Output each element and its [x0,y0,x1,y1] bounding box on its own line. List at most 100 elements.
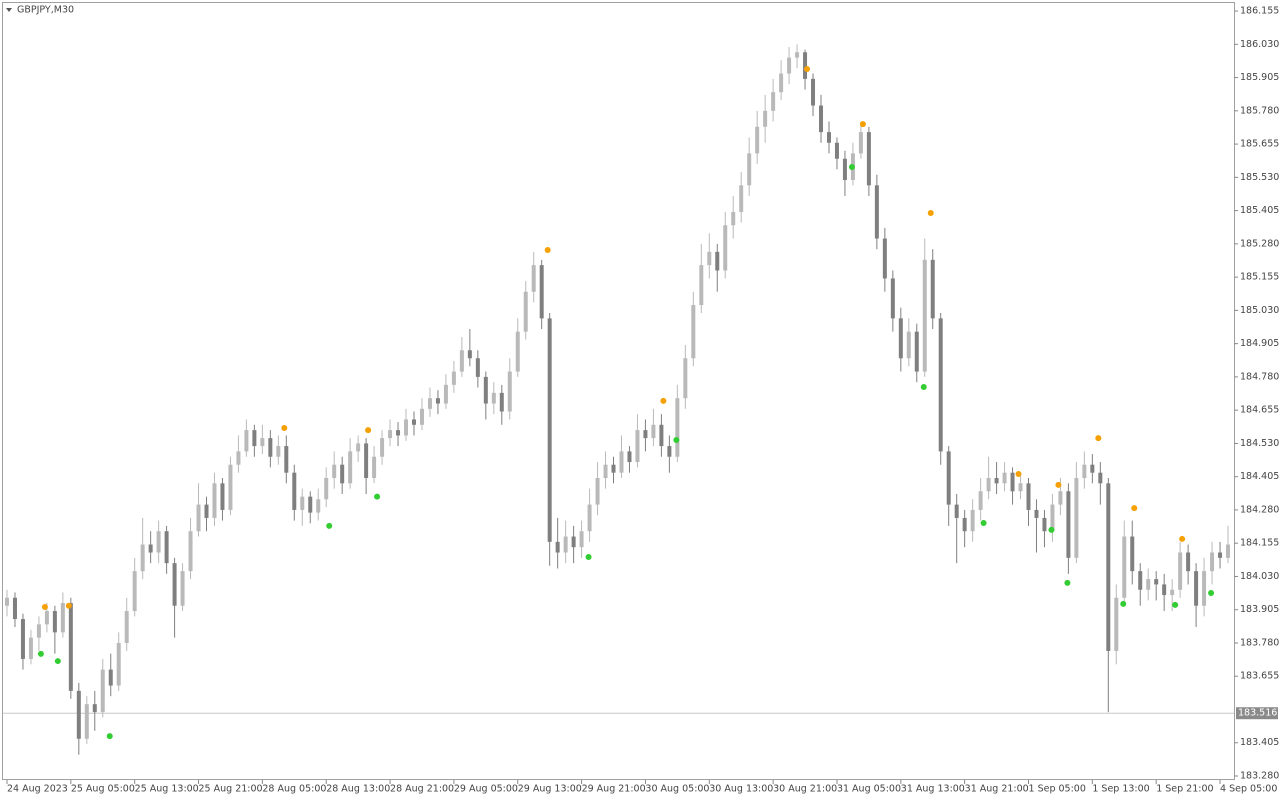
candle-body [188,531,193,572]
y-tick-label: 184.655 [1240,405,1279,416]
candle-body [1162,584,1167,596]
candle-body [380,438,385,457]
candle-body [515,331,520,372]
candle-body [1202,571,1207,606]
x-tick-label: 4 Sep 05:00 [1220,784,1277,795]
candle-body [938,318,943,452]
candle-body [707,251,712,266]
candle-body [324,478,329,500]
x-tick-label: 28 Aug 05:00 [262,784,326,795]
candle-body [819,105,824,133]
signal-dot [585,554,592,561]
candle-body [84,704,89,739]
candle-body [212,483,217,518]
signal-dot [37,650,44,657]
candle-body [834,142,839,159]
candle-body [771,92,776,111]
candle-body [220,483,225,510]
candle-body [930,259,935,319]
candle-body [1010,472,1015,492]
candle-body [459,350,464,372]
candle-body [803,52,808,79]
menu-arrow[interactable] [6,8,12,12]
x-tick-label: 25 Aug 13:00 [135,784,199,795]
signal-dot [1179,535,1186,542]
signal-dot [1064,579,1071,586]
candle-body [731,211,736,226]
candle-body [954,504,959,518]
candle-body [723,225,728,271]
candle-body [643,430,648,439]
candle-body [914,331,919,372]
candle-body [1194,571,1199,606]
candle-body [196,504,201,532]
candle-body [1146,579,1151,590]
candle-body [236,451,241,465]
signal-dot [1120,600,1127,607]
candle-body [619,451,624,473]
candle-body [419,408,424,425]
signal-dot [804,66,811,73]
candle-body [898,318,903,359]
y-tick-label: 183.405 [1240,737,1279,748]
candle-body [427,398,432,409]
y-tick-label: 186.155 [1240,6,1279,17]
y-tick-label: 184.155 [1240,538,1279,549]
candle-body [882,238,887,279]
candle-body [228,464,233,510]
signal-dot [65,602,72,609]
y-tick-label: 184.905 [1240,338,1279,349]
candle-body [28,637,33,659]
candle-body [755,126,760,154]
signal-dot [660,397,667,404]
last-price-box [1236,707,1278,720]
candle-body [1066,491,1071,558]
candle-body [4,597,9,606]
candle-body [372,456,377,479]
x-tick-label: 31 Aug 05:00 [837,784,901,795]
candle-body [276,446,281,457]
signal-dot [927,209,934,216]
candle-body [483,376,488,404]
x-tick-label: 25 Aug 05:00 [71,784,135,795]
candle-body [1170,589,1175,596]
candle-body [842,158,847,181]
y-tick-label: 185.155 [1240,272,1279,283]
signal-dot [1048,526,1055,533]
candle-body [715,251,720,271]
candle-body [1098,472,1103,484]
candle-body [300,496,305,510]
candle-body [970,509,975,532]
candle-body [531,265,536,292]
y-tick-label: 185.780 [1240,105,1279,116]
candle-body [906,331,911,359]
y-tick-label: 185.530 [1240,172,1279,183]
candle-body [858,132,863,154]
candle-body [467,350,472,359]
candle-body [890,278,895,319]
candle-body [348,451,353,484]
signal-dot [54,658,61,665]
signal-dot [544,246,551,253]
x-tick-label: 25 Aug 21:00 [199,784,263,795]
candle-body [659,424,664,447]
x-tick-label: 1 Sep 05:00 [1029,784,1086,795]
candle-body [1002,472,1007,484]
y-tick-label: 184.405 [1240,471,1279,482]
candle-body [1058,491,1063,505]
signal-dot [1131,505,1138,512]
candle-body [667,446,672,457]
signal-dot [1015,471,1022,478]
x-tick-label: 1 Sep 13:00 [1092,784,1149,795]
signal-dot [41,604,48,611]
y-tick-label: 184.780 [1240,371,1279,382]
chart-title: GBPJPY,M30 [17,5,74,16]
candle-body [571,536,576,548]
signal-dot [365,427,372,434]
candle-body [826,132,831,143]
candle-body [627,451,632,463]
candle-body [116,642,121,686]
candle-body [1226,544,1231,558]
